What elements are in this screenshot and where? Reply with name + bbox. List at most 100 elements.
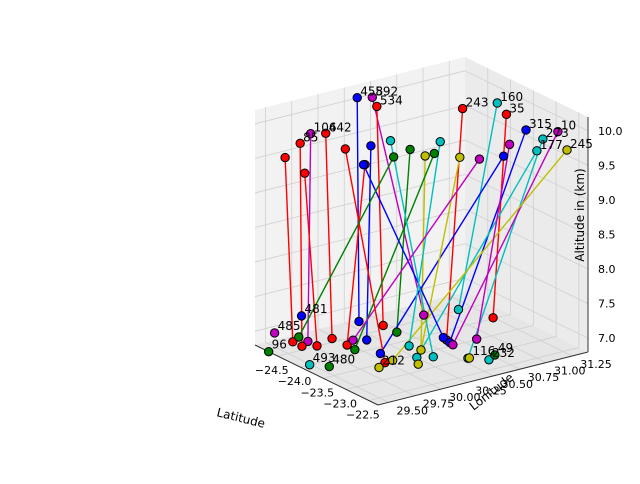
top-point-12 [300,168,310,178]
top-point-188 [280,152,290,163]
z-grid-line [464,70,589,132]
bottom-point-592 [419,310,429,320]
x-axis-line [254,344,379,406]
z-grid-line [254,208,466,263]
x-tick-label: −24.5 [255,364,289,377]
top-point-29 [474,154,485,164]
bottom-point-116 [464,353,475,363]
bottom-point-106 [303,336,313,347]
y-grid-line [265,341,389,403]
bottom-point-313 [342,340,352,350]
trajectory-line-313 [346,164,366,346]
bottom-point-29 [348,335,358,345]
point-label-480: 480 [332,353,355,367]
point-label-245: 245 [570,137,593,151]
z-tick-label: 9.5 [598,159,616,172]
x-tick-label: −22.5 [346,409,380,422]
y-tick-label: 31.00 [554,365,586,378]
x-tick-label: −23.0 [323,397,357,410]
z-tick-label: 10.0 [598,125,623,138]
bottom-point-160 [453,304,464,315]
point-label-106: 106 [314,121,337,135]
y-axis-line [377,351,589,406]
bottom-point-389 [471,334,482,344]
point-label-493: 493 [313,351,336,365]
y-tick-label: 29.75 [423,398,455,411]
bottom-point-404 [380,357,390,368]
z-tick-label: 8.5 [598,229,616,242]
bottom-point-480 [324,361,334,372]
trajectory-line-66 [396,149,411,333]
x-grid-line [368,347,579,401]
bottom-point-442 [327,333,337,344]
y-grid-line [449,295,573,357]
bottom-point-493 [304,360,315,370]
y-grid-line [291,335,415,397]
y-grid-line [344,322,468,383]
y-tick-label: 31.25 [580,358,612,371]
top-point-352 [385,136,396,146]
top-point-177 [532,146,542,156]
tick-labels: −24.5−24.0−23.5−23.0−22.5 29.5029.7530.00… [255,125,623,422]
y-tick-label: 30.00 [449,391,481,404]
top-point-243 [457,103,468,114]
point-label-116: 116 [472,344,495,358]
x-grid-line [346,336,557,390]
z-grid-line [254,104,466,159]
bottom-point-481 [296,311,307,321]
point-label-85: 85 [303,130,318,144]
top-point-127 [429,148,439,159]
x-grid-line [323,324,534,379]
z-tick-label: 7.5 [598,298,616,311]
z-grid-line [464,105,589,166]
bottom-point-61 [404,341,414,351]
z-tick-label: 8.0 [598,263,616,276]
top-point-66 [405,144,415,155]
bottom-point-534 [378,320,388,331]
y-tick-label: 29.50 [397,404,429,417]
top-point-404 [340,144,351,154]
trajectory-line-534 [376,106,384,326]
trajectory-line-29 [352,158,481,341]
trajectory-line-127 [354,153,435,350]
point-label-177: 177 [540,138,563,152]
bottom-point-74 [438,332,449,343]
trajectory-line-592 [371,97,425,316]
top-point-54 [366,141,376,151]
point-label-315: 315 [529,117,552,131]
bottom-point-66 [392,327,402,337]
bottom-point-141 [294,332,304,342]
trajectory-line-10 [452,131,559,346]
z-grid-line [464,208,589,270]
y-grid-line [396,308,520,370]
top-point-91 [498,151,509,161]
data-points [263,92,572,373]
bottom-point-458 [354,316,364,327]
point-label-49: 49 [498,341,513,355]
y-grid-line [370,315,494,377]
top-point-160 [492,98,502,108]
z-grid-line [254,174,466,228]
top-point-458 [352,92,362,103]
point-label-442: 442 [329,120,352,134]
point-label-458: 458 [360,85,383,99]
point-label-35: 35 [509,101,524,115]
trajectory-line-91 [379,155,505,354]
trajectory-line-273 [467,138,544,359]
top-point-273 [538,134,548,144]
trajectory-lines [284,97,568,365]
y-grid-line [317,328,442,390]
top-point-35 [501,109,512,120]
top-point-141 [388,152,399,162]
point-label-243: 243 [466,96,489,110]
trajectory-line-188 [284,157,294,342]
top-point-442 [321,128,331,138]
bottom-point-54 [362,335,372,345]
z-grid-line [254,277,466,332]
bottom-point-301 [413,359,423,369]
bottom-point-12 [312,341,322,351]
top-point-592 [367,92,377,102]
top-point-10 [553,126,563,137]
trajectory-line-301 [417,157,461,365]
